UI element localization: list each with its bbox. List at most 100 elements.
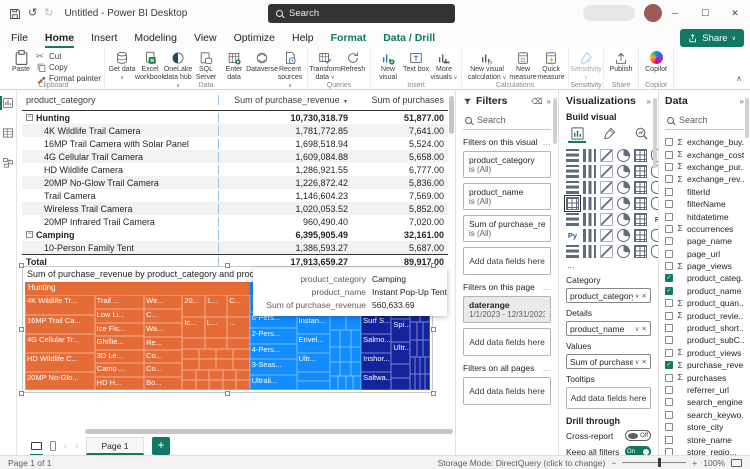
treemap-cell[interactable]: Ultr... <box>296 352 330 372</box>
treemap-cell[interactable] <box>350 330 362 347</box>
visual-icon-100-stacked-bar-chart[interactable] <box>634 149 647 162</box>
matrix-column-header[interactable]: product_category <box>26 95 96 105</box>
ribbon-button-cut[interactable]: ✂ Cut <box>36 50 62 61</box>
global-search-input[interactable]: Search <box>268 4 455 23</box>
treemap-cell[interactable]: Camo ... <box>94 363 145 377</box>
treemap-cell[interactable] <box>424 357 430 375</box>
treemap-cell[interactable] <box>416 322 424 341</box>
field-checkbox[interactable] <box>665 447 673 455</box>
zoom-slider-thumb[interactable] <box>658 458 662 467</box>
menu-tab-format[interactable]: Format <box>330 31 367 44</box>
field-product-subc[interactable]: product_subC... <box>665 334 744 346</box>
field-product-name[interactable]: ✓ product_name <box>665 285 742 296</box>
more-visual-types[interactable]: ... <box>567 260 575 270</box>
treemap-cell[interactable] <box>410 340 417 358</box>
remove-field-icon[interactable]: ✕ <box>641 358 647 366</box>
matrix-row[interactable]: Total 17,913,659.27 89,917.00 <box>22 254 448 269</box>
ribbon-button-copy[interactable]: Copy <box>36 62 101 72</box>
ribbon-button-transform-data[interactable]: Transform data ∨ <box>309 49 341 82</box>
treemap-cell[interactable]: Ultrali... <box>249 374 297 391</box>
treemap-cell[interactable] <box>423 322 430 341</box>
treemap-cell[interactable] <box>216 359 233 371</box>
filters-pane-scrollbar[interactable] <box>553 98 557 144</box>
visual-icon-filled-map[interactable] <box>583 197 596 210</box>
treemap-cell[interactable] <box>182 337 205 349</box>
field-checkbox[interactable] <box>665 348 673 357</box>
ribbon-button-recent-sources[interactable]: Recent sources ∨ <box>276 49 304 90</box>
field-checkbox[interactable]: ✓ <box>665 361 673 370</box>
treemap-cell[interactable] <box>209 380 223 390</box>
visual-icon-matrix[interactable] <box>634 213 647 226</box>
treemap-cell[interactable] <box>329 346 341 362</box>
treemap-cell[interactable]: Spi... <box>391 318 410 343</box>
treemap-cell[interactable] <box>195 370 210 381</box>
treemap-cell[interactable]: 2-Pers... <box>249 327 297 344</box>
matrix-column-header[interactable]: Sum of purchase_revenue ▼ <box>218 95 356 105</box>
treemap-cell[interactable]: Wa... <box>144 322 183 337</box>
treemap-cell[interactable] <box>232 348 250 360</box>
canvas-vertical-scrollbar[interactable] <box>449 96 454 134</box>
visual-icon-slicer[interactable] <box>600 213 613 226</box>
table-view-icon[interactable] <box>0 125 17 141</box>
matrix-row[interactable]: − Camping 6,395,905.49 32,161.00 <box>26 229 444 240</box>
treemap-cell[interactable]: Re... <box>144 336 183 350</box>
treemap-cell[interactable]: 4-Pers... <box>249 343 297 360</box>
toggle-keep-all-filters[interactable]: On <box>625 446 651 455</box>
erase-filters-icon[interactable]: ⌫ <box>531 96 543 106</box>
visual-icon-waterfall-chart[interactable] <box>566 181 579 194</box>
menu-tab-help[interactable]: Help <box>292 31 314 44</box>
field-filtername[interactable]: filterName <box>665 198 744 210</box>
ribbon-button-onelake-data-hub[interactable]: OneLake data hub ∨ <box>164 49 192 90</box>
visual-icon-smart-narrative[interactable] <box>634 229 647 242</box>
visual-icon-arcgis-map[interactable] <box>583 245 596 258</box>
treemap-cell[interactable] <box>345 375 354 390</box>
treemap-cell[interactable]: 16MP Trail Ca... <box>25 314 95 335</box>
field-chip-product-name[interactable]: product_name ∨ ✕ <box>566 321 651 336</box>
add-data-fields-dropzone[interactable]: Add data fields here <box>566 387 651 409</box>
treemap-cell[interactable]: Ultr... <box>391 342 410 365</box>
toggle-cross-report[interactable]: Off <box>625 430 651 441</box>
field-checkbox[interactable] <box>665 187 673 196</box>
treemap-cell[interactable]: 4G Cellular Tr... <box>25 334 95 354</box>
share-button[interactable]: Share ∨ <box>680 29 744 47</box>
menu-tab-view[interactable]: View <box>194 31 217 44</box>
field-checkbox[interactable] <box>665 410 673 419</box>
treemap-cell[interactable]: Instan... <box>296 314 330 335</box>
visual-icon-stacked-bar-chart[interactable] <box>566 149 579 162</box>
treemap-cell[interactable] <box>410 322 417 341</box>
visual-icon-multi-row-card[interactable] <box>566 213 579 226</box>
treemap-cell[interactable]: 20... <box>182 295 205 317</box>
treemap-cell[interactable] <box>329 375 338 390</box>
treemap-cell[interactable] <box>236 370 250 381</box>
field-hitdatetime[interactable]: hitdatetime <box>665 210 744 222</box>
visual-icon-table[interactable] <box>617 213 630 226</box>
collapse-row-icon[interactable]: − <box>26 114 33 121</box>
treemap-cell[interactable]: 20MP No-Glo... <box>25 371 95 390</box>
maximize-button[interactable]: ☐ <box>700 8 710 18</box>
add-page-button[interactable]: + <box>152 437 170 455</box>
previous-page-icon[interactable]: ‹ <box>64 441 67 451</box>
user-account-area[interactable] <box>583 5 635 21</box>
visual-icon-paginated-report[interactable] <box>566 245 579 258</box>
treemap-cell[interactable] <box>182 348 200 360</box>
field-checkbox[interactable] <box>665 386 673 394</box>
field-checkbox[interactable] <box>665 423 673 432</box>
desktop-layout-icon[interactable] <box>30 438 43 456</box>
visual-icon-funnel-chart[interactable] <box>583 181 596 194</box>
add-data-fields-dropzone[interactable]: Add data fields here <box>463 328 551 356</box>
report-view-icon[interactable] <box>0 95 17 111</box>
treemap-cell[interactable]: C... <box>227 295 250 317</box>
treemap-cell[interactable]: Bo... <box>144 376 183 391</box>
visual-icon-gauge[interactable] <box>634 197 647 210</box>
treemap-cell[interactable] <box>410 357 415 375</box>
menu-tab-home[interactable]: Home <box>44 31 75 48</box>
visual-icon-area-chart[interactable] <box>583 165 596 178</box>
field-store-city[interactable]: store_city <box>665 421 744 433</box>
field-checkbox[interactable] <box>665 237 673 246</box>
field-product-categ[interactable]: ✓ product_categ... <box>665 273 744 284</box>
treemap-cell[interactable] <box>414 374 420 390</box>
field-checkbox[interactable] <box>665 224 673 233</box>
visual-icon-metrics[interactable] <box>651 229 658 242</box>
